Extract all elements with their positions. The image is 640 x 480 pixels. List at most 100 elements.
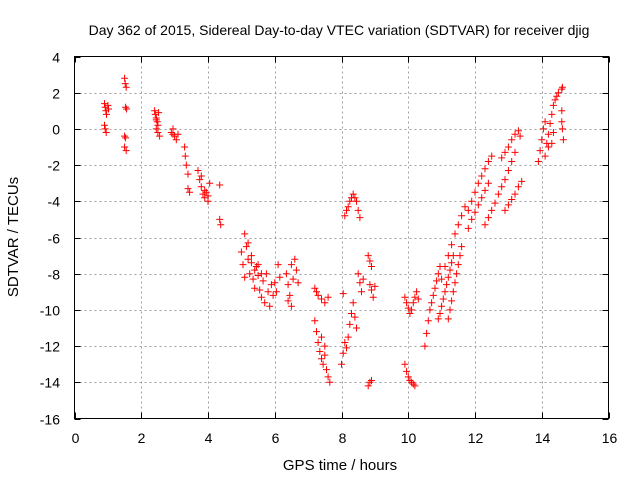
data-point	[468, 197, 476, 205]
y-tick-label: -16	[40, 412, 60, 428]
data-point	[438, 275, 446, 283]
data-point	[311, 284, 319, 292]
data-point	[256, 286, 264, 294]
data-point	[287, 302, 295, 310]
data-point	[539, 125, 547, 133]
data-point	[291, 255, 299, 263]
data-point	[508, 196, 516, 203]
x-tick-label: 6	[272, 430, 280, 446]
data-point	[154, 121, 162, 129]
data-point	[292, 266, 300, 274]
data-point	[404, 304, 412, 312]
data-point	[366, 257, 374, 265]
x-axis-label: GPS time / hours	[283, 457, 397, 474]
data-point	[261, 299, 269, 307]
data-point	[508, 158, 516, 165]
data-point	[169, 125, 177, 133]
data-point	[338, 360, 345, 368]
data-point	[341, 212, 349, 220]
data-point	[354, 206, 362, 214]
data-point	[441, 263, 449, 270]
data-point	[101, 100, 108, 108]
data-point	[171, 132, 179, 140]
data-point	[122, 83, 130, 91]
data-point	[152, 116, 160, 124]
data-point	[343, 206, 350, 214]
data-point	[152, 125, 160, 133]
y-tick-label: -12	[40, 339, 60, 355]
data-point	[464, 224, 472, 232]
data-point	[244, 255, 252, 263]
data-point	[491, 199, 499, 207]
data-point	[324, 293, 332, 301]
data-point	[101, 125, 109, 133]
data-point	[324, 373, 332, 381]
data-point	[458, 212, 466, 220]
data-point	[468, 215, 476, 223]
data-point	[246, 270, 254, 278]
data-point	[488, 206, 496, 214]
data-point	[321, 351, 329, 359]
data-point	[559, 136, 567, 144]
data-point	[368, 286, 375, 294]
data-point	[369, 293, 377, 301]
data-point	[444, 252, 452, 260]
data-point	[511, 148, 519, 156]
data-point	[428, 299, 436, 307]
data-point	[409, 299, 417, 307]
data-point	[438, 302, 446, 310]
data-point	[446, 266, 454, 274]
data-point	[151, 107, 159, 115]
data-point	[316, 348, 324, 355]
data-point	[104, 101, 112, 109]
data-point	[549, 101, 557, 109]
data-points	[101, 74, 567, 390]
data-point	[153, 118, 161, 126]
data-point	[444, 315, 452, 323]
data-point	[413, 288, 421, 296]
data-point	[181, 143, 189, 151]
data-point	[429, 291, 437, 299]
y-tick-label: 2	[52, 86, 60, 102]
data-point	[289, 275, 297, 283]
y-tick-label: -4	[48, 194, 61, 210]
data-point	[251, 266, 259, 274]
data-point	[434, 315, 442, 323]
data-point	[239, 261, 247, 269]
data-point	[449, 288, 457, 296]
data-point	[498, 154, 506, 162]
data-point	[184, 185, 192, 193]
data-point	[269, 291, 277, 299]
data-point	[403, 299, 411, 307]
data-point	[216, 181, 224, 189]
data-point	[319, 360, 327, 368]
y-tick-label: -2	[48, 158, 61, 174]
data-point	[105, 105, 112, 113]
data-point	[272, 288, 280, 296]
data-point	[364, 382, 372, 390]
grid	[74, 56, 609, 419]
data-point	[326, 378, 334, 386]
data-point	[348, 310, 355, 317]
data-point	[321, 342, 329, 350]
data-point	[421, 342, 429, 350]
data-point	[481, 186, 489, 194]
data-point	[541, 118, 549, 126]
data-point	[366, 378, 374, 386]
data-point	[271, 279, 279, 287]
x-tick-labels: 0 2 4 6 8 10 12 14 16	[72, 430, 618, 446]
data-point	[514, 183, 522, 191]
data-point	[484, 158, 492, 165]
chart-title: Day 362 of 2015, Sidereal Day-to-day VTE…	[89, 22, 590, 38]
data-point	[314, 339, 322, 346]
data-point	[558, 125, 566, 133]
data-point	[484, 214, 492, 222]
data-point	[368, 263, 375, 270]
data-point	[359, 275, 367, 283]
data-point	[446, 306, 454, 314]
data-point	[294, 279, 302, 287]
data-point	[264, 288, 272, 296]
y-axis-label: SDTVAR / TECUs	[5, 177, 22, 297]
data-point	[167, 129, 175, 136]
